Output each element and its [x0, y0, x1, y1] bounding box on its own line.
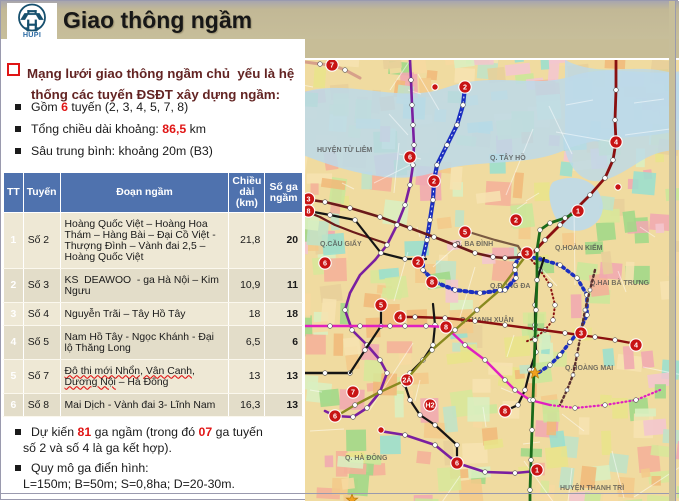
svg-text:3: 3 — [307, 195, 311, 204]
svg-text:1: 1 — [535, 466, 539, 475]
svg-text:8: 8 — [503, 407, 507, 416]
svg-text:4: 4 — [614, 138, 618, 147]
svg-text:HUYỆN TỪ LIÊM: HUYỆN TỪ LIÊM — [317, 145, 372, 154]
svg-text:1: 1 — [576, 207, 580, 216]
svg-text:Q.HOÀNG MAI: Q.HOÀNG MAI — [565, 363, 613, 372]
svg-text:HUPI: HUPI — [23, 30, 41, 39]
svg-text:6: 6 — [333, 412, 337, 421]
svg-text:6: 6 — [408, 153, 412, 162]
svg-text:3: 3 — [579, 329, 583, 338]
svg-text:4: 4 — [398, 313, 402, 322]
svg-text:8: 8 — [430, 278, 434, 287]
svg-text:3: 3 — [525, 249, 529, 258]
svg-text:2: 2 — [514, 216, 518, 225]
svg-text:5: 5 — [463, 228, 467, 237]
svg-text:HUYỆN THANH TRÌ: HUYỆN THANH TRÌ — [560, 483, 624, 492]
svg-text:6: 6 — [455, 459, 459, 468]
svg-text:2: 2 — [416, 258, 420, 267]
svg-text:2: 2 — [432, 177, 436, 186]
svg-text:7: 7 — [351, 388, 355, 397]
svg-text:8: 8 — [444, 323, 448, 332]
svg-text:Q. HÀ ĐÔNG: Q. HÀ ĐÔNG — [345, 453, 388, 462]
svg-text:7: 7 — [330, 61, 334, 70]
svg-text:2: 2 — [463, 83, 467, 92]
svg-text:2Á: 2Á — [402, 376, 411, 385]
svg-text:Q.HAI BÀ TRƯNG: Q.HAI BÀ TRƯNG — [590, 278, 650, 287]
svg-text:5: 5 — [379, 301, 383, 310]
svg-text:8: 8 — [307, 207, 311, 216]
svg-text:H2: H2 — [425, 401, 434, 410]
svg-text:6: 6 — [323, 259, 327, 268]
svg-text:4: 4 — [634, 341, 638, 350]
